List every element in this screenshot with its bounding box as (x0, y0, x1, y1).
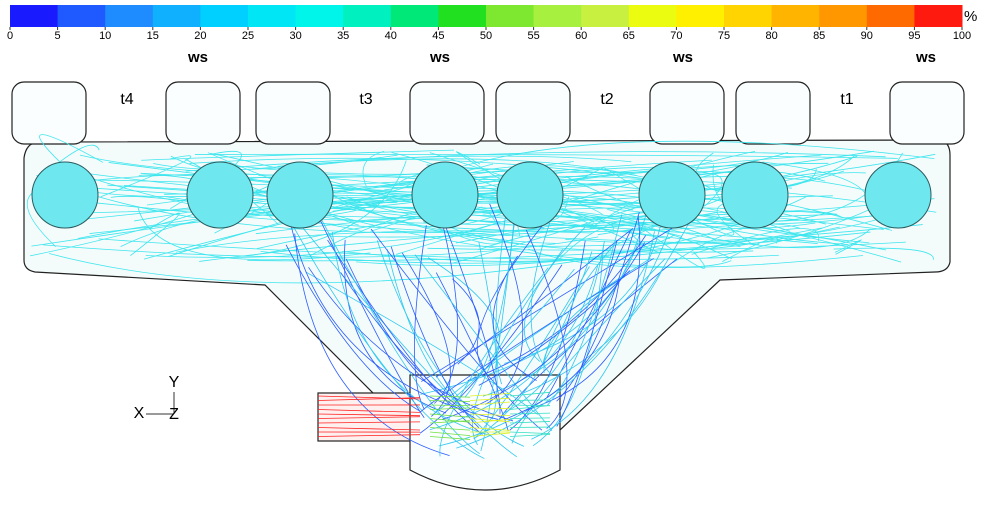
colorbar-segment (58, 5, 106, 27)
colorbar-segment (581, 5, 629, 27)
colorbar-unit: % (964, 8, 977, 25)
colorbar-segment (10, 5, 58, 27)
colorbar-tick-label: 5 (55, 30, 61, 42)
colorbar-tick-label: 25 (242, 30, 254, 42)
port (267, 162, 333, 228)
runner (496, 82, 570, 144)
colorbar-segment (200, 5, 248, 27)
colorbar-segment (343, 5, 391, 27)
colorbar-segment (724, 5, 772, 27)
colorbar-tick-label: 10 (99, 30, 111, 42)
colorbar-segment (867, 5, 915, 27)
colorbar: 0 5 10 15 20 25 30 35 40 45 50 55 60 65 70 75 80 85 90 95 10… (7, 5, 977, 42)
colorbar-tick-label: 75 (718, 30, 730, 42)
colorbar-tick-label: 15 (147, 30, 159, 42)
runner (890, 82, 964, 144)
colorbar-tick-label: 80 (765, 30, 777, 42)
colorbar-segment (296, 5, 344, 27)
colorbar-tick-label: 35 (337, 30, 349, 42)
colorbar-tick-label: 100 (953, 30, 971, 42)
colorbar-segment (248, 5, 296, 27)
port-label: ws (672, 49, 693, 66)
runner (410, 82, 484, 144)
page: 0 5 10 15 20 25 30 35 40 45 50 55 60 65 70 75 80 85 90 95 10… (0, 0, 983, 509)
port (639, 162, 705, 228)
port (32, 162, 98, 228)
colorbar-tick-label: 85 (813, 30, 825, 42)
cylinder-label: t3 (359, 91, 372, 108)
cylinder-label: t4 (120, 91, 133, 108)
colorbar-tick-label: 55 (527, 30, 539, 42)
colorbar-tick-label: 0 (7, 30, 13, 42)
runner (736, 82, 810, 144)
port (187, 162, 253, 228)
colorbar-segment (105, 5, 153, 27)
colorbar-segment (819, 5, 867, 27)
colorbar-segment (772, 5, 820, 27)
colorbar-segment (153, 5, 201, 27)
colorbar-tick-label: 20 (194, 30, 206, 42)
colorbar-tick-label: 65 (623, 30, 635, 42)
colorbar-segment (438, 5, 486, 27)
colorbar-tick-label: 95 (908, 30, 920, 42)
colorbar-segment (676, 5, 724, 27)
port (412, 162, 478, 228)
cylinder-label: t2 (600, 91, 613, 108)
axis-label: X (134, 405, 145, 422)
runner (12, 82, 86, 144)
colorbar-tick-label: 30 (289, 30, 301, 42)
port-label: ws (187, 49, 208, 66)
colorbar-segment (391, 5, 439, 27)
axis-label: Z (169, 406, 179, 423)
colorbar-segment (534, 5, 582, 27)
colorbar-tick-label: 50 (480, 30, 492, 42)
colorbar-tick-label: 40 (385, 30, 397, 42)
colorbar-tick-label: 60 (575, 30, 587, 42)
port-label: ws (429, 49, 450, 66)
port (722, 162, 788, 228)
colorbar-tick-label: 90 (861, 30, 873, 42)
cylinder-label: t1 (840, 91, 853, 108)
port-label: ws (915, 49, 936, 66)
runner (256, 82, 330, 144)
colorbar-segment (629, 5, 677, 27)
port (865, 162, 931, 228)
colorbar-tick-label: 45 (432, 30, 444, 42)
runner (650, 82, 724, 144)
port (497, 162, 563, 228)
streamline (510, 400, 550, 401)
colorbar-segment (486, 5, 534, 27)
runner (166, 82, 240, 144)
colorbar-tick-label: 70 (670, 30, 682, 42)
figure: 0 5 10 15 20 25 30 35 40 45 50 55 60 65 70 75 80 85 90 95 10… (0, 0, 983, 509)
colorbar-segment (914, 5, 962, 27)
axis-label: Y (169, 374, 180, 391)
